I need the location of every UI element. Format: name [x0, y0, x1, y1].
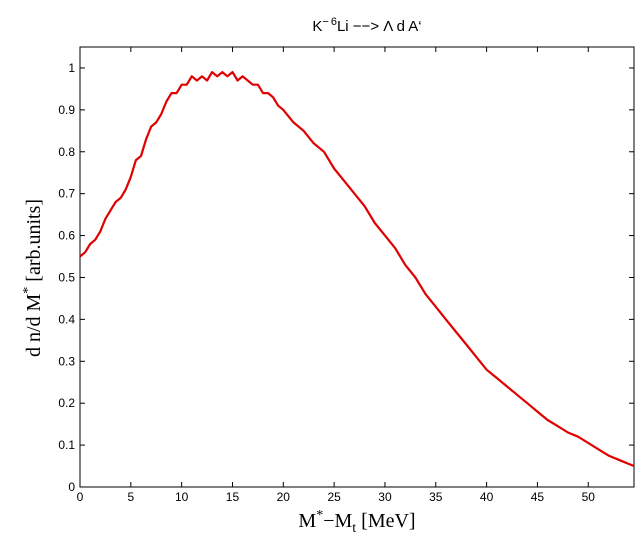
x-tick-label: 45: [531, 490, 545, 504]
x-label-sub: t: [352, 521, 356, 536]
y-tick-label: 0.1: [58, 438, 75, 452]
x-tick-label: 5: [127, 490, 134, 504]
x-tick-label: 35: [429, 490, 443, 504]
y-label-part: d n/d M: [23, 293, 45, 357]
chart-title: K− 6Li −−> Λ d A‘: [312, 16, 421, 35]
x-tick-label: 20: [277, 490, 291, 504]
x-tick-label: 10: [175, 490, 189, 504]
x-tick-label: 50: [582, 490, 596, 504]
x-label-part: −M: [323, 510, 352, 532]
x-label-part: M: [298, 510, 316, 532]
y-tick-label: 0.3: [58, 354, 75, 368]
y-tick-label: 0.2: [58, 396, 75, 410]
series-line: [79, 71, 635, 468]
y-tick-label: 0.5: [58, 270, 75, 284]
y-label-part: [arb.units]: [23, 199, 45, 287]
x-tick-label: 0: [77, 490, 84, 504]
axis-ticks: 0 5 10 15 20 25 30 35 40 45 50 0 0.1 0.2 0.3 0.4 0.5 0.6 0…: [58, 47, 634, 504]
y-tick-label: 0.9: [58, 103, 75, 117]
x-label-sup: *: [316, 508, 323, 523]
x-tick-label: 30: [378, 490, 392, 504]
x-tick-label: 40: [480, 490, 494, 504]
y-tick-label: 0.4: [58, 312, 75, 326]
y-tick-label: 0.6: [58, 229, 75, 243]
title-main: Li −−> Λ d A‘: [337, 18, 422, 35]
title-sup: 6: [331, 16, 337, 28]
title-part: K: [312, 18, 322, 35]
y-axis-label: d n/d M* [arb.units]: [21, 199, 45, 357]
x-tick-label: 25: [327, 490, 341, 504]
y-tick-label: 0.7: [58, 187, 75, 201]
y-tick-label: 1: [68, 61, 75, 75]
x-tick-label: 15: [226, 490, 240, 504]
plot-axes: [79, 46, 635, 488]
title-sup: −: [322, 16, 328, 28]
x-label-part: [MeV]: [356, 510, 415, 532]
y-tick-label: 0.8: [58, 145, 75, 159]
y-tick-label: 0: [68, 480, 75, 494]
y-label-sup: *: [21, 287, 36, 294]
plot-frame: [79, 46, 635, 488]
x-axis-label: M*−Mt [MeV]: [298, 508, 415, 536]
